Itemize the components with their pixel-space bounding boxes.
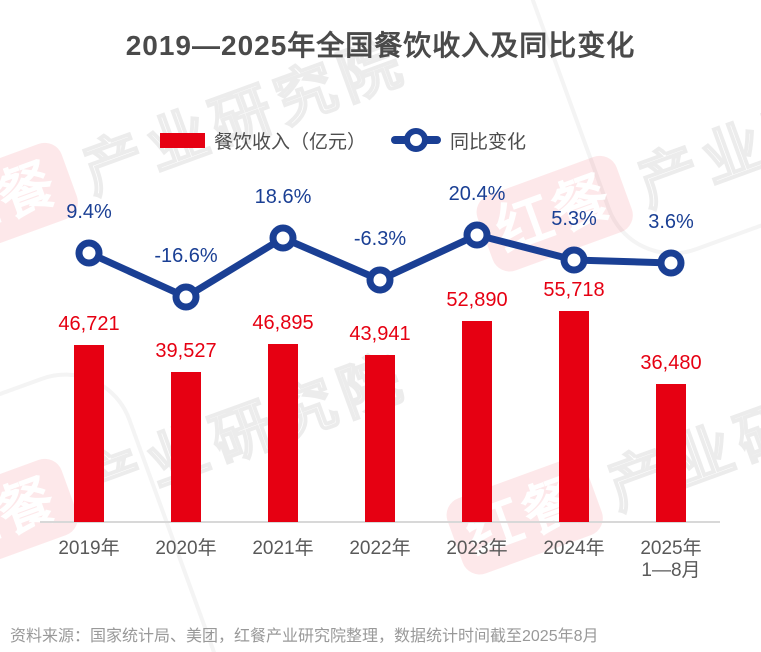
- x-tick-label: 2021年: [252, 538, 314, 559]
- x-tick-label: 2019年: [58, 538, 120, 559]
- bar-5: [462, 321, 492, 522]
- bar-3: [268, 344, 298, 522]
- x-axis-line: [40, 521, 720, 523]
- bar-value-label: 43,941: [349, 323, 411, 345]
- data-point-marker: [75, 239, 103, 267]
- bar-value-label: 55,718: [543, 279, 605, 301]
- x-tick-label: 2020年: [155, 538, 217, 559]
- pct-value-label: 20.4%: [448, 183, 506, 205]
- bar-2: [171, 372, 201, 522]
- bar-1: [74, 345, 104, 522]
- legend: 餐饮收入（亿元） 同比变化: [160, 126, 536, 154]
- data-point-marker: [463, 221, 491, 249]
- bar-value-label: 39,527: [155, 340, 217, 362]
- pct-value-label: -16.6%: [154, 245, 218, 267]
- source-note: 资料来源：国家统计局、美团，红餐产业研究院整理，数据统计时间截至2025年8月: [10, 628, 599, 645]
- bar-value-label: 36,480: [640, 352, 702, 374]
- chart-title: 2019—2025年全国餐饮收入及同比变化: [125, 30, 636, 61]
- pct-value-label: -6.3%: [353, 228, 407, 250]
- bar-7: [656, 384, 686, 522]
- legend-bar-swatch-icon: [160, 132, 205, 148]
- x-tick-label: 2025年 1—8月: [640, 538, 702, 581]
- x-tick-label: 2024年: [543, 538, 605, 559]
- x-tick-label: 2023年: [446, 538, 508, 559]
- bar-6: [559, 311, 589, 522]
- bar-value-label: 46,895: [252, 312, 314, 334]
- data-point-marker: [560, 246, 588, 274]
- pct-value-label: 18.6%: [254, 186, 312, 208]
- bar-4: [365, 355, 395, 522]
- bar-value-label: 46,721: [58, 313, 120, 335]
- pct-value-label: 9.4%: [66, 201, 112, 223]
- legend-bar-label: 餐饮收入（亿元）: [214, 131, 367, 153]
- data-point-marker: [269, 224, 297, 252]
- bar-value-label: 52,890: [446, 289, 508, 311]
- legend-line-symbol-icon: [391, 128, 442, 152]
- data-point-marker: [172, 283, 200, 311]
- x-tick-label: 2022年: [349, 538, 411, 559]
- pct-value-label: 3.6%: [648, 211, 694, 233]
- legend-dot-icon: [404, 128, 429, 152]
- data-point-marker: [657, 249, 685, 277]
- pct-value-label: 5.3%: [551, 208, 597, 230]
- data-point-marker: [366, 266, 394, 294]
- legend-line-label: 同比变化: [450, 131, 527, 153]
